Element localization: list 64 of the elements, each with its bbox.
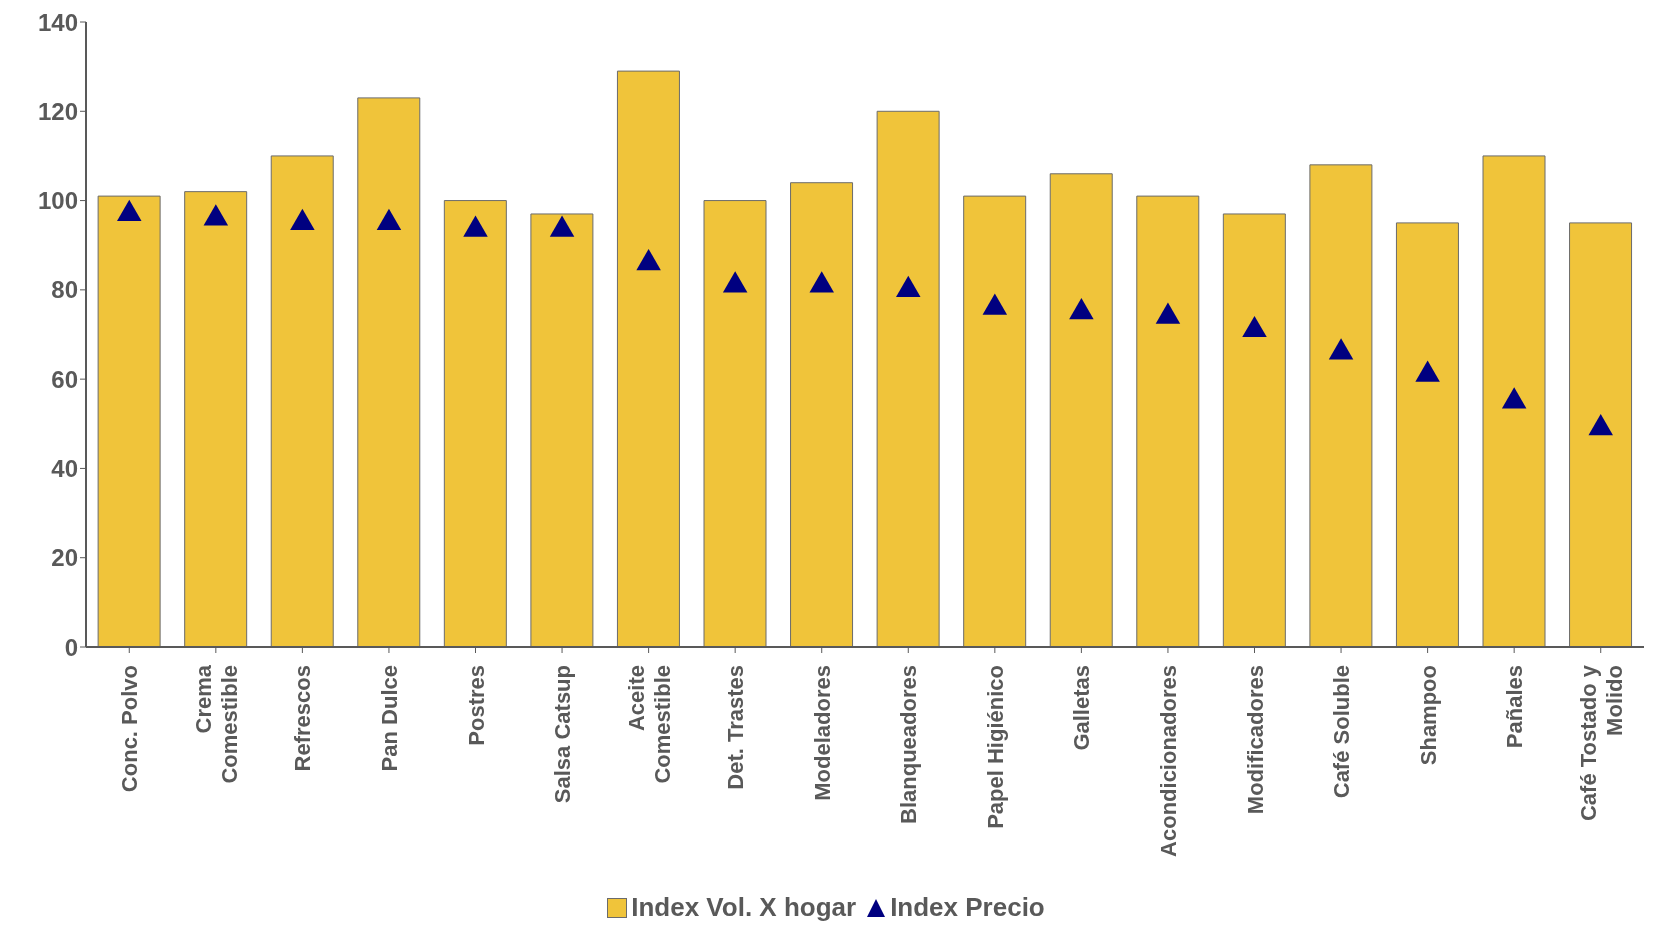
legend-label: Index Precio — [890, 892, 1045, 923]
point — [463, 215, 488, 237]
x-tick-label: Café Tostado y Molido — [1575, 664, 1627, 822]
y-tick-label: 140 — [37, 8, 78, 36]
bar — [270, 155, 334, 647]
point — [1588, 414, 1613, 436]
bar — [184, 191, 248, 647]
point — [722, 271, 748, 293]
point — [290, 208, 315, 230]
x-tick-label: Papel Higiénico — [982, 665, 1008, 829]
y-tick-label: 120 — [37, 97, 78, 125]
point — [1501, 387, 1527, 409]
bar — [616, 70, 680, 647]
bar — [1395, 222, 1459, 647]
point — [1155, 302, 1181, 324]
point — [549, 215, 575, 237]
bar — [1049, 173, 1113, 647]
x-tick-label: Postres — [463, 665, 489, 746]
point — [1415, 360, 1440, 382]
x-tick-label: Pan Dulce — [376, 665, 402, 772]
x-tick-label: Blanqueadores — [896, 665, 922, 824]
point — [203, 204, 229, 226]
x-tick-label: Pañales — [1502, 665, 1528, 749]
x-tick-label: Modeladores — [809, 665, 835, 801]
legend-label: Index Vol. X hogar — [631, 892, 857, 923]
point — [376, 208, 402, 230]
bar — [963, 195, 1027, 647]
y-tick-label: 0 — [64, 633, 78, 661]
point — [982, 293, 1008, 315]
y-tick-label: 40 — [51, 454, 78, 482]
bar — [1222, 213, 1286, 647]
bar — [1482, 155, 1546, 647]
y-tick-label: 60 — [51, 365, 78, 393]
bar — [876, 110, 940, 647]
x-tick-label: Café Soluble — [1329, 665, 1355, 799]
bar — [530, 213, 594, 647]
point — [117, 199, 142, 222]
y-tick-label: 80 — [51, 276, 78, 304]
bar — [703, 200, 767, 647]
y-tick-label: 20 — [51, 544, 78, 572]
x-tick-label: Salsa Catsup — [550, 665, 576, 804]
x-tick-label: Galletas — [1069, 665, 1095, 751]
bar — [1309, 164, 1373, 647]
point — [896, 275, 921, 297]
bar — [357, 97, 421, 647]
point — [1069, 298, 1094, 320]
x-tick-label: Crema Comestible — [190, 664, 242, 784]
x-tick-label: Shampoo — [1415, 665, 1441, 766]
bar — [1136, 195, 1200, 647]
point — [1242, 315, 1267, 338]
x-tick-label: Acondicionadores — [1155, 665, 1181, 857]
y-tick-label: 100 — [37, 187, 78, 215]
point — [636, 248, 661, 271]
x-tick-label: Refrescos — [290, 665, 316, 772]
bar — [443, 200, 507, 647]
x-tick-label: Conc. Polvo — [117, 665, 143, 793]
point — [809, 271, 834, 293]
x-tick-label: Modificadores — [1242, 665, 1268, 815]
x-tick-label: Det. Trastes — [723, 665, 749, 790]
bar — [790, 182, 854, 647]
x-tick-label: Aceite Comestible — [623, 665, 675, 784]
bar — [97, 195, 161, 647]
point — [1328, 338, 1354, 360]
bar — [1569, 222, 1633, 647]
